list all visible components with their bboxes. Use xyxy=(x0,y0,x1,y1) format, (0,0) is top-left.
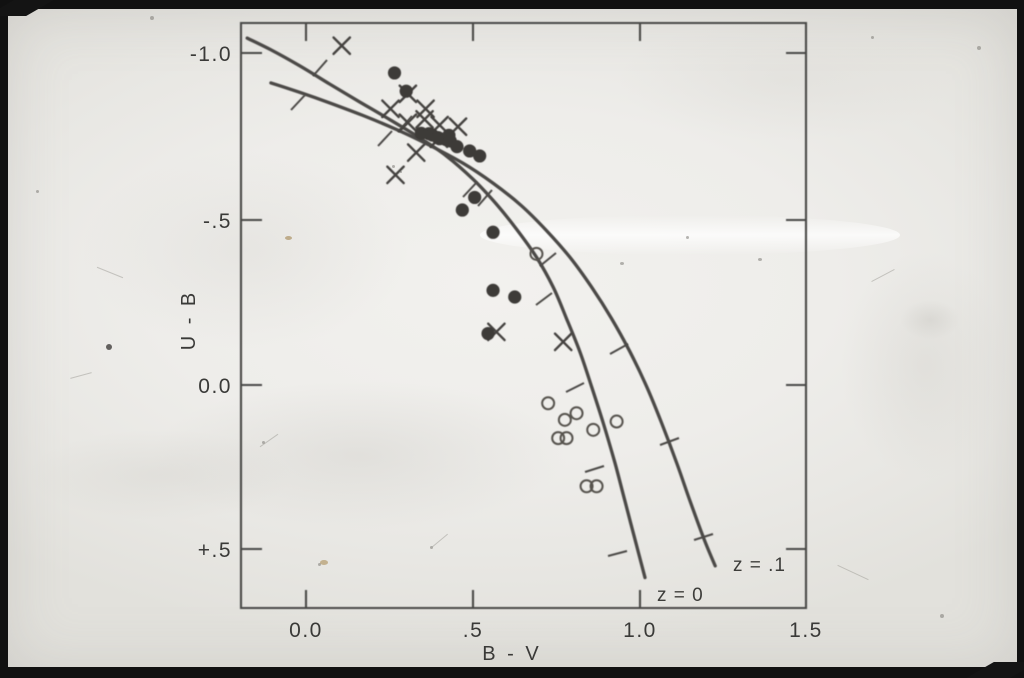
scan-edge-bottom xyxy=(0,667,1024,678)
dust-speck xyxy=(620,262,624,265)
curve-hash-marks xyxy=(290,59,714,557)
marker-cross xyxy=(381,99,400,119)
marker-cross xyxy=(553,332,573,352)
dust-speck xyxy=(150,16,154,20)
marker-open-circle xyxy=(557,412,572,427)
marker-filled-circle xyxy=(473,149,487,163)
data-markers xyxy=(332,36,624,494)
x-axis-title: B - V xyxy=(482,643,541,665)
dust-speck xyxy=(977,46,981,50)
curve-z0 xyxy=(245,36,647,580)
dust-speck xyxy=(320,560,328,565)
y-axis-ticks-right xyxy=(786,51,806,551)
marker-cross xyxy=(386,165,405,185)
marker-open-circle xyxy=(609,414,624,429)
xtick-label: .5 xyxy=(463,619,484,642)
marker-open-circle xyxy=(529,246,544,261)
marker-cross xyxy=(406,143,426,162)
model-curves xyxy=(245,36,717,580)
marker-filled-circle xyxy=(387,66,402,80)
ytick-label: -1.0 xyxy=(190,43,232,66)
marker-filled-circle xyxy=(399,84,413,98)
dust-speck xyxy=(430,546,433,549)
dust-speck xyxy=(392,165,395,168)
marker-cross xyxy=(332,36,352,56)
scan-edge-top xyxy=(0,0,1024,9)
ytick-label: -.5 xyxy=(203,210,232,233)
marker-filled-circle xyxy=(450,140,464,154)
marker-open-circle xyxy=(569,406,584,421)
xtick-label: 0.0 xyxy=(289,619,323,642)
x-axis-ticks xyxy=(304,590,642,608)
marker-filled-circle xyxy=(455,203,469,217)
marker-filled-circle xyxy=(508,290,522,304)
dust-speck xyxy=(285,236,292,240)
marker-open-circle xyxy=(586,422,601,437)
marker-filled-circle xyxy=(463,144,477,158)
dust-speck xyxy=(36,190,39,193)
marker-open-circle xyxy=(551,431,566,446)
marker-filled-circle xyxy=(486,283,500,297)
scan-scratch xyxy=(900,300,960,340)
ytick-label: +.5 xyxy=(198,539,232,562)
annotation-z0: z = 0 xyxy=(657,585,704,606)
marker-open-circle xyxy=(559,431,574,446)
annotation-z01: z = .1 xyxy=(733,555,786,576)
marker-open-circle xyxy=(541,396,556,411)
xtick-label: 1.5 xyxy=(789,619,823,642)
dust-speck xyxy=(318,563,321,566)
curve-z01 xyxy=(269,81,717,568)
dust-speck xyxy=(758,258,762,261)
y-axis-ticks xyxy=(241,51,262,551)
scan-edge-right xyxy=(1017,0,1024,678)
dust-speck xyxy=(400,171,402,173)
marker-cross xyxy=(398,113,418,133)
plot-frame xyxy=(239,21,808,610)
marker-filled-circle xyxy=(486,225,500,239)
scan-edge-left xyxy=(0,0,8,678)
marker-filled-circle xyxy=(468,190,482,205)
x-axis-ticks-top xyxy=(304,23,642,41)
dust-speck xyxy=(106,344,112,350)
marker-open-circle xyxy=(589,479,604,494)
ytick-label: 0.0 xyxy=(198,375,232,398)
xtick-label: 1.0 xyxy=(623,619,657,642)
marker-open-circle xyxy=(579,479,594,494)
dust-speck xyxy=(686,236,689,239)
dust-speck xyxy=(940,614,944,618)
photographic-print xyxy=(6,8,1018,670)
y-axis-title: U - B xyxy=(178,290,200,351)
dust-speck xyxy=(871,36,874,39)
marker-filled-circle xyxy=(481,326,495,341)
tick-labels: -1.0 -.5 0.0 +.5 0.0 .5 1.0 1.5 xyxy=(190,43,823,642)
marker-cross xyxy=(415,110,434,129)
